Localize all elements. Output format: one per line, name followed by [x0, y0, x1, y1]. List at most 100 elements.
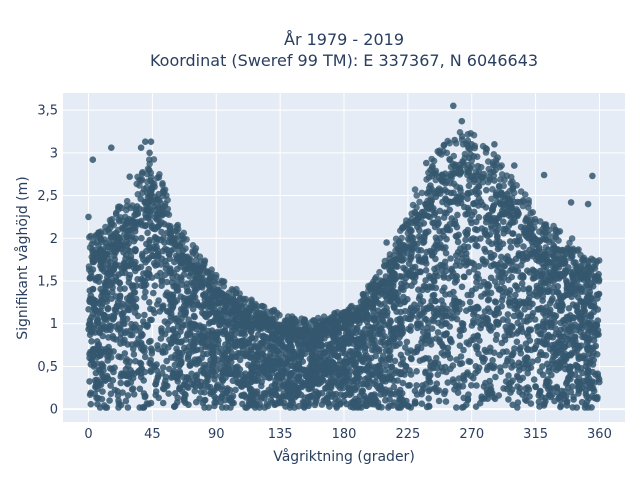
data-point — [402, 344, 409, 351]
data-point — [565, 305, 573, 312]
data-point — [224, 347, 231, 355]
data-point — [411, 186, 419, 193]
data-point — [481, 346, 489, 354]
data-point — [382, 362, 390, 369]
data-point — [198, 354, 205, 362]
data-point — [115, 397, 122, 404]
data-point — [481, 308, 489, 315]
data-point — [555, 364, 563, 372]
data-point — [225, 337, 232, 345]
data-point — [150, 363, 158, 370]
data-point — [508, 323, 516, 330]
data-point — [85, 266, 93, 273]
data-point — [367, 295, 375, 303]
data-point — [345, 335, 353, 343]
data-point — [200, 370, 208, 377]
data-point — [281, 333, 289, 341]
data-point — [415, 253, 422, 260]
data-point — [512, 263, 520, 271]
data-point — [405, 382, 412, 389]
data-point — [365, 315, 373, 323]
data-point — [408, 233, 415, 241]
data-point — [336, 369, 344, 376]
data-point — [420, 385, 427, 392]
data-point — [240, 391, 248, 399]
data-point — [376, 268, 383, 276]
data-point — [146, 238, 153, 246]
data-point — [224, 355, 231, 362]
data-point — [205, 336, 213, 343]
data-point — [365, 330, 372, 337]
data-point — [173, 265, 181, 273]
data-point — [151, 225, 159, 233]
data-point — [211, 393, 218, 401]
data-point — [113, 302, 121, 310]
data-point — [234, 379, 241, 386]
data-point — [457, 187, 464, 194]
data-point — [595, 290, 603, 298]
data-point — [169, 325, 177, 333]
data-point — [517, 344, 524, 351]
data-point — [398, 390, 406, 397]
data-point — [505, 256, 513, 264]
data-point — [87, 400, 95, 408]
data-point — [386, 347, 394, 354]
data-point — [336, 384, 344, 392]
data-point — [107, 354, 115, 361]
data-point — [552, 312, 560, 320]
data-point — [565, 341, 572, 349]
data-point — [242, 370, 249, 378]
data-point — [539, 297, 546, 304]
data-point — [168, 279, 176, 286]
data-point — [596, 378, 603, 386]
data-point — [385, 355, 392, 363]
data-point — [391, 357, 399, 365]
data-point — [508, 386, 516, 394]
data-point — [236, 356, 244, 364]
data-point — [428, 325, 436, 332]
data-point — [580, 306, 587, 314]
data-point — [158, 276, 165, 283]
data-point — [583, 339, 591, 347]
data-point — [479, 142, 487, 150]
data-point — [97, 307, 104, 315]
data-point — [478, 395, 486, 403]
data-point — [542, 352, 550, 359]
data-point — [231, 353, 239, 361]
data-point — [593, 351, 601, 358]
data-point — [392, 256, 399, 264]
data-point — [520, 254, 527, 262]
data-point — [392, 301, 400, 308]
data-point — [423, 248, 430, 256]
data-point — [146, 244, 154, 252]
data-point — [508, 352, 515, 359]
data-point — [486, 308, 494, 316]
data-point — [518, 272, 526, 279]
data-point — [519, 197, 527, 204]
data-point — [442, 249, 450, 257]
data-point — [549, 295, 556, 302]
data-point — [594, 306, 602, 313]
data-point — [188, 359, 196, 366]
data-point — [418, 189, 426, 197]
data-point — [568, 253, 576, 260]
data-point — [513, 330, 521, 337]
data-point — [194, 301, 202, 309]
data-point — [571, 340, 578, 348]
data-point — [141, 393, 149, 401]
data-point — [489, 161, 497, 168]
data-point — [144, 256, 151, 264]
data-point — [115, 271, 122, 278]
data-point — [507, 244, 515, 251]
data-point — [137, 373, 145, 381]
data-point — [368, 354, 375, 362]
data-point — [99, 264, 106, 272]
data-point — [152, 391, 159, 399]
data-point — [467, 151, 474, 158]
data-point — [137, 365, 145, 373]
data-point — [419, 239, 427, 246]
data-point — [314, 341, 322, 349]
data-point — [448, 265, 455, 273]
data-point — [399, 401, 407, 409]
data-point — [158, 255, 166, 263]
